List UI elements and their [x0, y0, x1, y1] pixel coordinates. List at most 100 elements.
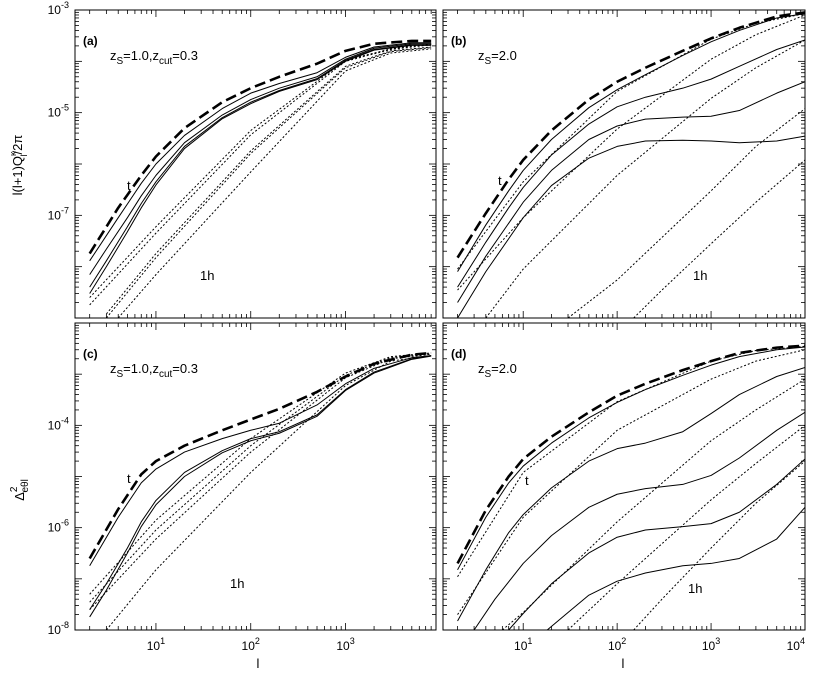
y-axis-label-bottom-sub: eθl — [20, 479, 31, 492]
panel-a-label-1h: 1h — [200, 268, 214, 283]
annotation-text: =1.0,z — [123, 361, 159, 376]
panel-d-dot-line-10 — [567, 424, 805, 630]
y-axis-label-bottom-sup: 2 — [9, 486, 20, 492]
y-axis-label-top-main: l(l+1)Q — [10, 156, 25, 195]
panel-a-solid-line-5 — [89, 44, 432, 294]
panel-d-dot-line-7 — [457, 345, 805, 577]
panel-c-y-tick-label: 10-6 — [48, 518, 69, 535]
y-tick-base: 10 — [48, 3, 62, 17]
annotation-text: z — [478, 48, 485, 63]
x-tick-base: 10 — [242, 639, 256, 653]
panel-c-x-tick-label: 101 — [147, 636, 165, 653]
panel-c-label-1h: 1h — [230, 576, 244, 591]
panel-d-dot-line-8 — [457, 349, 805, 615]
panel-d-x-tick-label: 102 — [608, 636, 626, 653]
panel-c-x-tick-label: 103 — [336, 636, 354, 653]
panel-c-y-tick-label: 10-4 — [48, 415, 69, 432]
panel-d-x-tick-label: 104 — [787, 636, 805, 653]
panel-a-label: (a) — [83, 34, 98, 48]
y-tick-base: 10 — [48, 106, 62, 120]
panel-b-dot-line-9 — [567, 108, 805, 318]
y-tick-exponent: -7 — [61, 205, 69, 215]
panel-c-redshift-annotation: zS=1.0,zcut=0.3 — [110, 361, 198, 380]
x-axis-label-left: l — [257, 656, 260, 671]
panel-b-series-group — [456, 11, 805, 318]
annotation-text: z — [110, 48, 117, 63]
panel-d-redshift-annotation: zS=2.0 — [478, 361, 517, 380]
panel-c-label-t: t — [127, 471, 131, 486]
x-axis-label-right: l — [622, 656, 625, 671]
panel-d-series-group — [456, 344, 805, 630]
y-axis-label-bottom-main: Δ — [12, 492, 27, 501]
panel-b-solid-line-2 — [457, 13, 805, 272]
y-axis-label-top-sup: κ — [8, 151, 18, 156]
panel-b-solid-line-5 — [457, 135, 805, 318]
panel-d-solid-line-4 — [473, 411, 805, 630]
panel-a-y-tick-label: 10-7 — [48, 205, 69, 222]
annotation-text: =1.0,z — [123, 48, 159, 63]
panel-c-dot-line-7 — [89, 353, 432, 610]
panel-a-dot-line-9 — [105, 47, 432, 318]
panel-d-ticks — [443, 322, 806, 631]
panel-b-label: (b) — [451, 34, 466, 48]
panel-a-redshift-annotation: zS=1.0,zcut=0.3 — [110, 48, 198, 67]
x-tick-exponent: 1 — [160, 636, 165, 646]
y-tick-base: 10 — [48, 208, 62, 222]
panel-a-ticks — [75, 9, 437, 319]
x-tick-exponent: 2 — [621, 636, 626, 646]
annotation-text: =0.3 — [172, 361, 198, 376]
panel-b-ticks — [443, 9, 806, 319]
panel-a-solid-line-4 — [89, 44, 432, 288]
panel-d-x-tick-label: 103 — [702, 636, 720, 653]
panel-a-series-group — [88, 39, 432, 318]
panel-b: (b) zS=2.0 t 1h — [442, 9, 806, 319]
panel-b-dash-line-1 — [456, 11, 805, 259]
panel-a-y-tick-label: 10-5 — [48, 103, 69, 120]
y-tick-exponent: -8 — [61, 620, 69, 630]
annotation-text: =2.0 — [491, 361, 517, 376]
panel-d-label: (d) — [451, 347, 466, 361]
panel-d-dash-line-1 — [456, 344, 805, 565]
x-tick-base: 10 — [608, 639, 622, 653]
x-tick-base: 10 — [336, 639, 350, 653]
annotation-subscript: S — [117, 56, 124, 67]
panel-d-solid-line-2 — [457, 346, 805, 571]
y-axis-label-bottom: Δ2eθl — [9, 479, 31, 501]
panel-b-solid-line-3 — [457, 39, 805, 288]
annotation-subscript: cut — [159, 369, 173, 380]
panel-d-label-t: t — [525, 473, 529, 488]
x-tick-base: 10 — [147, 639, 161, 653]
panel-a-y-tick-label: 10-3 — [48, 0, 69, 17]
x-tick-exponent: 3 — [350, 636, 355, 646]
annotation-text: =0.3 — [172, 48, 198, 63]
annotation-text: z — [110, 361, 117, 376]
x-tick-exponent: 1 — [527, 636, 532, 646]
panel-d-solid-line-5 — [508, 458, 805, 630]
panel-b-dot-line-10 — [633, 159, 805, 318]
panel-a-solid-line-2 — [89, 42, 432, 262]
panel-d-dot-line-9 — [502, 378, 805, 630]
panel-b-label-t: t — [498, 173, 502, 188]
panel-a-dot-line-7 — [89, 44, 432, 306]
panel-c-solid-line-4 — [89, 355, 432, 618]
y-tick-base: 10 — [48, 521, 62, 535]
y-tick-base: 10 — [48, 623, 62, 637]
panel-c-solid-line-2 — [89, 355, 432, 567]
panel-d-x-tick-label: 101 — [514, 636, 532, 653]
x-tick-exponent: 3 — [715, 636, 720, 646]
y-axis-label-top-sub: l — [19, 154, 29, 156]
x-tick-exponent: 2 — [255, 636, 260, 646]
panel-d-label-1h: 1h — [688, 581, 702, 596]
y-axis-label-top: l(l+1)Qκl/2π — [8, 135, 29, 196]
panel-d-dot-line-11 — [633, 460, 805, 630]
annotation-text: =2.0 — [491, 48, 517, 63]
panel-a-solid-line-3 — [89, 43, 432, 275]
x-tick-exponent: 4 — [800, 636, 805, 646]
panel-b-dot-line-8 — [485, 39, 805, 318]
panel-c-y-tick-label: 10-8 — [48, 620, 69, 637]
annotation-text: z — [478, 361, 485, 376]
y-tick-exponent: -5 — [61, 103, 69, 113]
